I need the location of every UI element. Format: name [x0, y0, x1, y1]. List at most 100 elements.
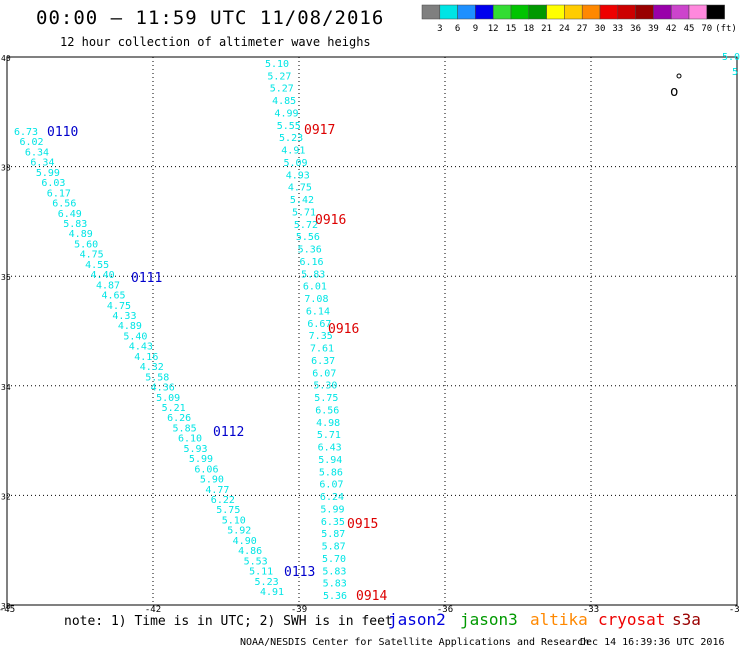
swh-value: 5.71	[292, 207, 316, 218]
legend-label: 9	[473, 24, 478, 34]
swh-value: 6.16	[299, 257, 323, 268]
swh-value: 4.55	[85, 260, 109, 271]
legend-label: 70	[701, 24, 712, 34]
legend-swatch	[706, 4, 725, 20]
lon-tick-label: -42	[145, 605, 161, 615]
swh-value: 5.94	[318, 455, 342, 466]
swh-value: 5.99	[189, 454, 213, 465]
swh-value: 6.02	[19, 137, 43, 148]
swh-value: 7.61	[310, 344, 334, 355]
swh-value: 6.17	[47, 188, 71, 199]
island-label: o	[670, 84, 678, 100]
footer-note: note: 1) Time is in UTC; 2) SWH is in fe…	[64, 614, 393, 629]
satellite-legend-jason2: jason2	[388, 610, 446, 629]
satellite-legend-cryosat: cryosat	[598, 610, 665, 629]
swh-value: 6.26	[167, 413, 191, 424]
legend-swatch	[475, 4, 494, 20]
legend-label: 12	[488, 24, 499, 34]
swh-value: 5.53	[244, 556, 268, 567]
swh-value: 5.75	[216, 505, 240, 516]
lon-tick-label: -30	[729, 605, 740, 615]
legend-swatch	[617, 4, 636, 20]
swh-value: 4.65	[101, 291, 125, 302]
legend-swatch	[546, 4, 565, 20]
swh-value: 4.75	[107, 301, 131, 312]
swh-value: 5.40	[123, 331, 147, 342]
footer: note: 1) Time is in UTC; 2) SWH is in fe…	[64, 610, 725, 648]
swh-value: 5.87	[321, 529, 345, 540]
swh-value: 6.56	[52, 199, 76, 210]
swh-value: 6.34	[25, 147, 49, 158]
swh-value: 5.60	[74, 239, 98, 250]
lon-tick-label: -36	[437, 605, 453, 615]
satellite-legend-altika: altika	[530, 610, 588, 629]
legend-swatch	[457, 4, 476, 20]
swh-value: 5.09	[284, 158, 308, 169]
legend-label: 42	[666, 24, 677, 34]
swh-value: 6.37	[311, 356, 335, 367]
swh-value: 5.21	[162, 403, 186, 414]
swh-value: 5.36	[298, 245, 322, 256]
lat-tick-label: 40	[1, 54, 11, 63]
legend-label: 24	[559, 24, 570, 34]
swh-value: 4.93	[286, 170, 310, 181]
swh-value: 6.14	[306, 306, 330, 317]
swh-value: 5.85	[173, 423, 197, 434]
pass-time-label: 0915	[347, 517, 378, 532]
swh-value: 5.86	[319, 467, 343, 478]
legend-label: 3	[437, 24, 442, 34]
swh-value: 5.75	[314, 393, 338, 404]
swh-value: 6.56	[315, 405, 339, 416]
timestamp-text: Dec 14 16:39:36 UTC 2016	[580, 637, 725, 648]
swh-value: 5.90	[200, 475, 224, 486]
swh-value: 4.33	[112, 311, 136, 322]
swh-value: 5.42	[290, 195, 314, 206]
page-subtitle: 12 hour collection of altimeter wave hei…	[60, 35, 371, 49]
swh-value: 7.08	[304, 294, 328, 305]
lat-tick-label: 30	[1, 602, 11, 611]
swh-value: 5.23	[279, 133, 303, 144]
swh-value: 5.71	[317, 430, 341, 441]
swh-value: 5.0	[722, 52, 740, 63]
swh-value: 6.03	[41, 178, 65, 189]
swh-value: 5	[732, 67, 738, 78]
color-legend: 3 6 9 12 15 18 21 24 27 30 33 36 39 42 45 70 (ft)	[421, 4, 737, 34]
swh-value: 4.90	[233, 536, 257, 547]
legend-label: 27	[577, 24, 588, 34]
swh-value: 5.10	[265, 59, 289, 70]
lat-tick-label: 32	[1, 492, 11, 501]
swh-value: 6.43	[318, 443, 342, 454]
lat-tick-label: 34	[1, 383, 11, 392]
legend-label: 21	[541, 24, 552, 34]
swh-value: 4.85	[272, 96, 296, 107]
swh-value: 6.24	[320, 492, 344, 503]
legend-label: 30	[595, 24, 606, 34]
legend-swatch	[581, 4, 601, 20]
swh-value: 5.93	[183, 444, 207, 455]
legend-swatch	[510, 4, 530, 20]
pass-time-label: 0112	[213, 425, 244, 440]
swh-value: 5.83	[322, 566, 346, 577]
swh-value: 4.43	[129, 342, 153, 353]
swh-value: 5.27	[267, 71, 291, 82]
pass-time-label: 0917	[304, 123, 335, 138]
swh-value: 4.91	[281, 146, 305, 157]
swh-value: 5.11	[249, 567, 273, 578]
swh-value: 4.99	[274, 108, 298, 119]
swh-value: 5.72	[294, 220, 318, 231]
swh-value: 6.73	[14, 127, 38, 138]
satellite-legend-jason3: jason3	[460, 610, 518, 629]
swh-value: 5.23	[255, 577, 279, 588]
legend-swatch	[492, 4, 512, 20]
lat-tick-label: 38	[1, 164, 11, 173]
lat-tick-label: 36	[1, 273, 11, 282]
swh-value: 4.91	[260, 587, 284, 598]
swh-value: 6.49	[58, 209, 82, 220]
swh-value: 5.10	[222, 515, 246, 526]
swh-value: 5.58	[145, 372, 169, 383]
legend-label: 45	[684, 24, 695, 34]
swh-value: 5.99	[36, 168, 60, 179]
swh-value: 5.56	[296, 232, 320, 243]
swh-value: 4.86	[238, 546, 262, 557]
